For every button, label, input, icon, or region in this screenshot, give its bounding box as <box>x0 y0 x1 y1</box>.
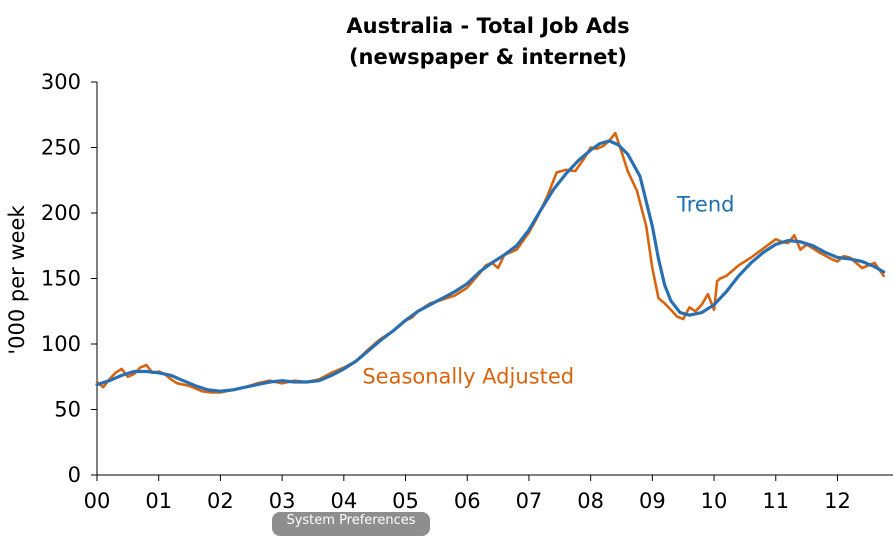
series-layer <box>95 131 886 394</box>
y-tick-label: 0 <box>68 463 81 487</box>
x-tick-label: 02 <box>207 489 234 513</box>
y-tick-label: 150 <box>41 267 81 291</box>
x-tick-label: 03 <box>269 489 296 513</box>
x-tick-label: 07 <box>516 489 543 513</box>
y-tick-label: 250 <box>41 136 81 160</box>
x-tick-label: 12 <box>824 489 851 513</box>
x-tick-label: 08 <box>577 489 604 513</box>
x-tick-label: 00 <box>84 489 111 513</box>
chart-title-line-1: Australia - Total Job Ads <box>346 14 629 38</box>
seasonally-adjusted-annotation: Seasonally Adjusted <box>362 364 574 388</box>
x-tick-label: 09 <box>639 489 666 513</box>
chart-title-line-2: (newspaper & internet) <box>349 45 627 69</box>
y-tick-label: 100 <box>41 332 81 356</box>
system-preferences-tooltip: System Preferences <box>272 512 430 536</box>
y-tick-label: 50 <box>54 398 81 422</box>
x-tick-label: 04 <box>330 489 357 513</box>
x-tick-label: 11 <box>762 489 789 513</box>
y-tick-label: 200 <box>41 201 81 225</box>
x-tick-label: 01 <box>145 489 172 513</box>
series-line-trend <box>95 139 886 393</box>
x-tick-label: 05 <box>392 489 419 513</box>
annotation-layer: Trend Seasonally Adjusted <box>362 193 734 389</box>
x-tick-label: 06 <box>454 489 481 513</box>
axes: 0 50 100 150 200 250 300 00 01 02 03 04 05 06 07 08 09 10… <box>41 70 893 513</box>
trend-annotation: Trend <box>676 193 734 217</box>
y-tick-label: 300 <box>41 70 81 94</box>
x-tick-label: 10 <box>701 489 728 513</box>
y-axis-label: '000 per week <box>5 205 29 355</box>
